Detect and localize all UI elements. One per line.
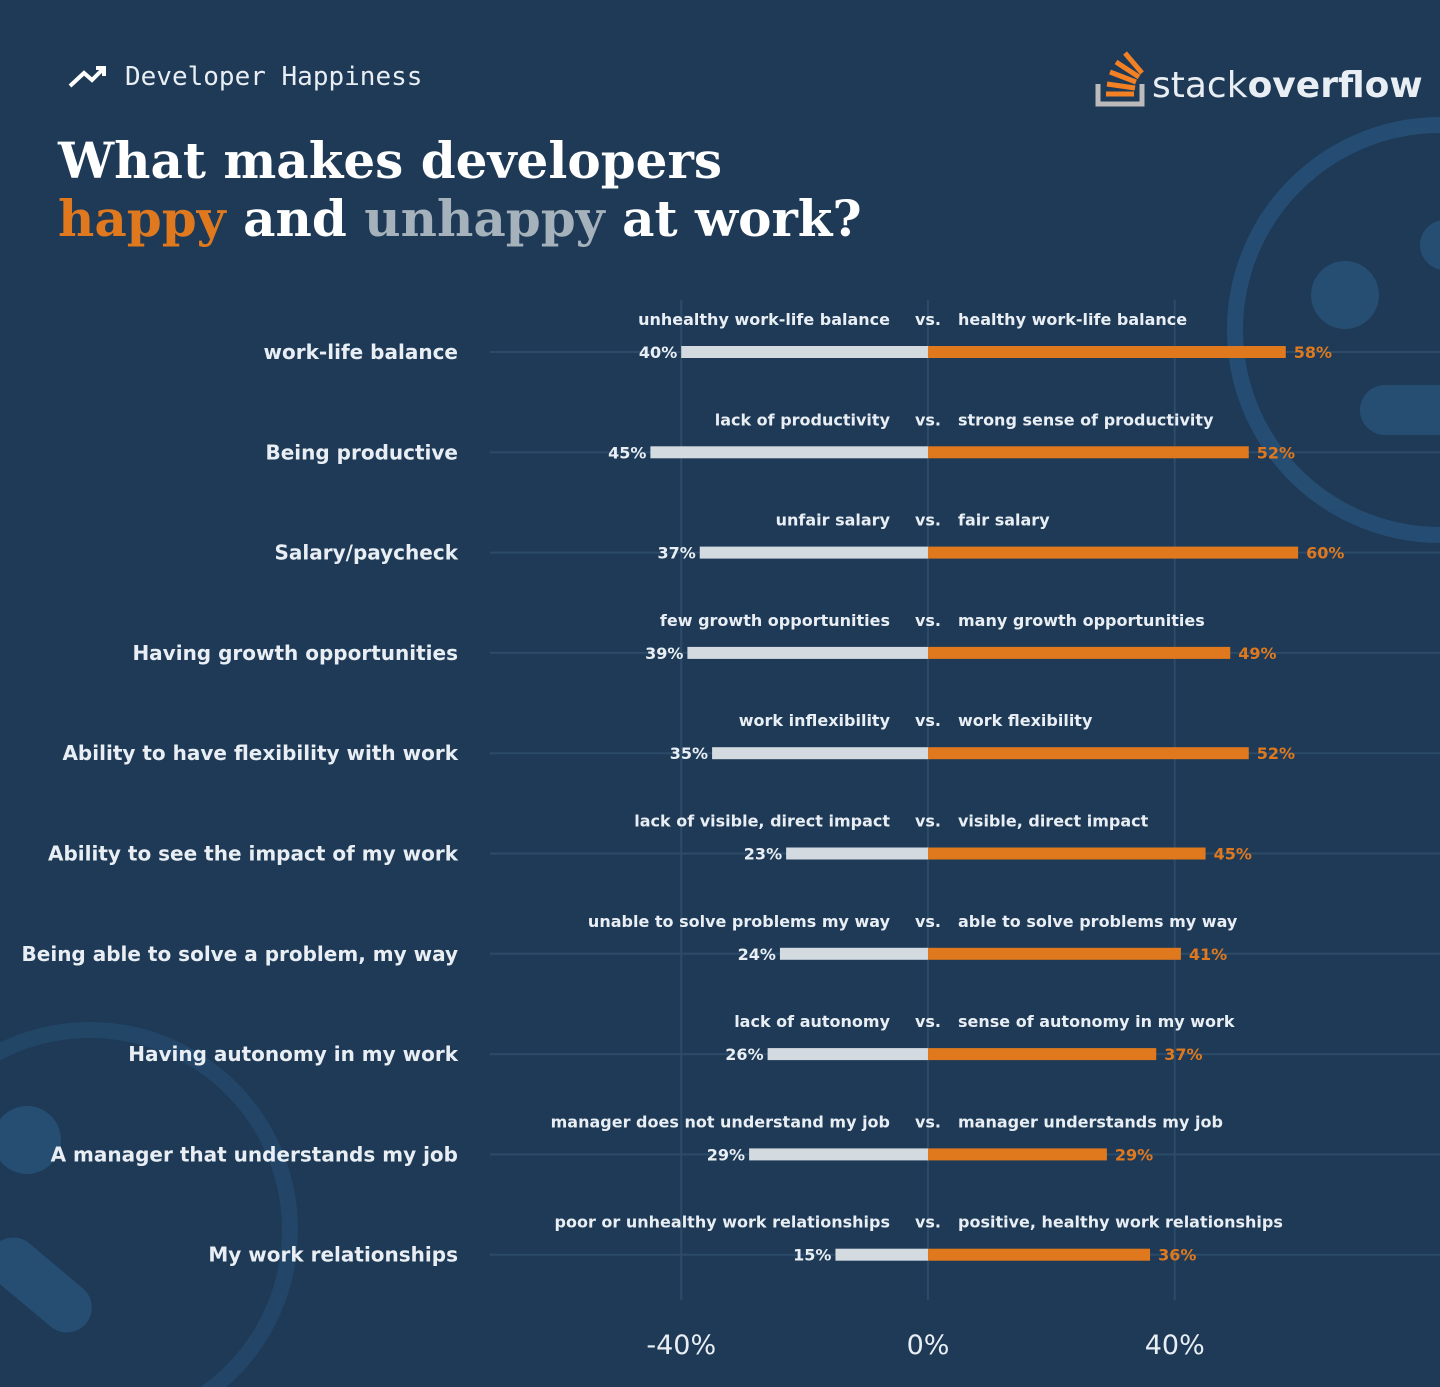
pair-label: visible, direct impact: [958, 812, 1149, 831]
x-tick-label: 40%: [1145, 1330, 1205, 1361]
separator: vs.: [915, 1012, 941, 1031]
row-label: Having growth opportunities: [132, 641, 458, 665]
bar: [927, 747, 1249, 760]
bar: [927, 346, 1286, 358]
value-label: 52%: [1257, 443, 1295, 462]
row-label: Ability to have flexibility with work: [62, 741, 458, 765]
pair-label: fair salary: [958, 511, 1050, 530]
separator: vs.: [915, 511, 941, 530]
x-tick-label: -40%: [646, 1330, 716, 1361]
value-label: 15%: [793, 1246, 831, 1265]
pair-label: lack of visible, direct impact: [634, 812, 890, 831]
bar: [767, 1048, 928, 1061]
value-label: 52%: [1257, 744, 1295, 763]
row-label: Being productive: [265, 440, 458, 464]
x-tick-label: 0%: [907, 1330, 950, 1361]
separator: vs.: [915, 1112, 941, 1131]
pair-label: few growth opportunities: [660, 611, 890, 630]
value-label: 45%: [1214, 845, 1252, 864]
value-label: 36%: [1158, 1246, 1196, 1265]
pair-label: unfair salary: [776, 511, 891, 530]
value-label: 58%: [1294, 343, 1332, 362]
bar: [927, 1048, 1157, 1061]
pair-label: able to solve problems my way: [958, 912, 1238, 931]
value-label: 26%: [725, 1045, 763, 1064]
separator: vs.: [915, 1213, 941, 1232]
bar: [699, 546, 928, 559]
pair-label: poor or unhealthy work relationships: [555, 1213, 890, 1232]
pair-label: manager does not understand my job: [551, 1112, 890, 1131]
bar: [687, 646, 928, 659]
bar: [786, 847, 928, 860]
value-label: 41%: [1189, 945, 1227, 964]
separator: vs.: [915, 912, 941, 931]
title-unhappy: unhappy: [364, 189, 606, 248]
title-line2: happy and unhappy at work?: [58, 189, 862, 248]
pair-label: lack of autonomy: [734, 1012, 890, 1031]
pair-label: many growth opportunities: [958, 611, 1205, 630]
title-line1: What makes developers: [57, 131, 722, 190]
title-happy: happy: [58, 189, 228, 248]
row-label: Being able to solve a problem, my way: [22, 942, 458, 966]
separator: vs.: [915, 711, 941, 730]
bar: [779, 947, 928, 960]
separator: vs.: [915, 310, 941, 329]
section-title: Developer Happiness: [125, 62, 422, 92]
bar: [927, 446, 1249, 459]
bar: [927, 1148, 1107, 1161]
value-label: 40%: [639, 343, 677, 362]
pair-label: manager understands my job: [958, 1112, 1223, 1131]
row-label: Having autonomy in my work: [128, 1042, 458, 1066]
trend-icon: [68, 66, 106, 88]
separator: vs.: [915, 812, 941, 831]
value-label: 23%: [744, 845, 782, 864]
bar: [927, 947, 1181, 960]
row-label: Ability to see the impact of my work: [48, 842, 459, 866]
separator: vs.: [915, 410, 941, 429]
bar: [835, 1248, 928, 1261]
pair-label: healthy work-life balance: [958, 310, 1187, 329]
bar: [749, 1148, 928, 1161]
value-label: 24%: [738, 945, 776, 964]
pair-label: lack of productivity: [715, 410, 891, 429]
bar: [927, 1248, 1151, 1261]
row-label: work-life balance: [264, 340, 458, 364]
value-label: 45%: [608, 443, 646, 462]
title-and: and: [243, 189, 347, 248]
separator: vs.: [915, 611, 941, 630]
bar: [927, 847, 1206, 860]
bar: [712, 747, 928, 760]
value-label: 49%: [1238, 644, 1276, 663]
value-label: 35%: [670, 744, 708, 763]
pair-label: work flexibility: [958, 711, 1093, 730]
decoration: [0, 117, 1440, 1387]
title: What makes developers happy and unhappy …: [57, 131, 862, 248]
pair-label: strong sense of productivity: [958, 410, 1214, 429]
pair-label: sense of autonomy in my work: [958, 1012, 1235, 1031]
bar: [927, 646, 1231, 659]
row-label: My work relationships: [208, 1243, 458, 1267]
pair-label: positive, healthy work relationships: [958, 1213, 1283, 1232]
value-label: 37%: [1164, 1045, 1202, 1064]
row-label: A manager that understands my job: [51, 1142, 458, 1166]
value-label: 37%: [657, 544, 695, 563]
logo-light: stack: [1152, 65, 1248, 106]
logo-bold: overflow: [1248, 65, 1423, 106]
pair-label: work inflexibility: [739, 711, 891, 730]
pair-label: unhealthy work-life balance: [638, 310, 890, 329]
bar: [681, 346, 928, 358]
row-label: Salary/paycheck: [274, 541, 458, 565]
value-label: 29%: [707, 1145, 745, 1164]
logo-icon: [1095, 51, 1145, 107]
pair-label: unable to solve problems my way: [588, 912, 891, 931]
bar: [927, 546, 1299, 559]
value-label: 60%: [1306, 544, 1344, 563]
logo-text: stackoverflow: [1152, 65, 1423, 106]
bar: [650, 446, 928, 459]
value-label: 39%: [645, 644, 683, 663]
value-label: 29%: [1115, 1145, 1153, 1164]
title-end: at work?: [622, 189, 862, 248]
